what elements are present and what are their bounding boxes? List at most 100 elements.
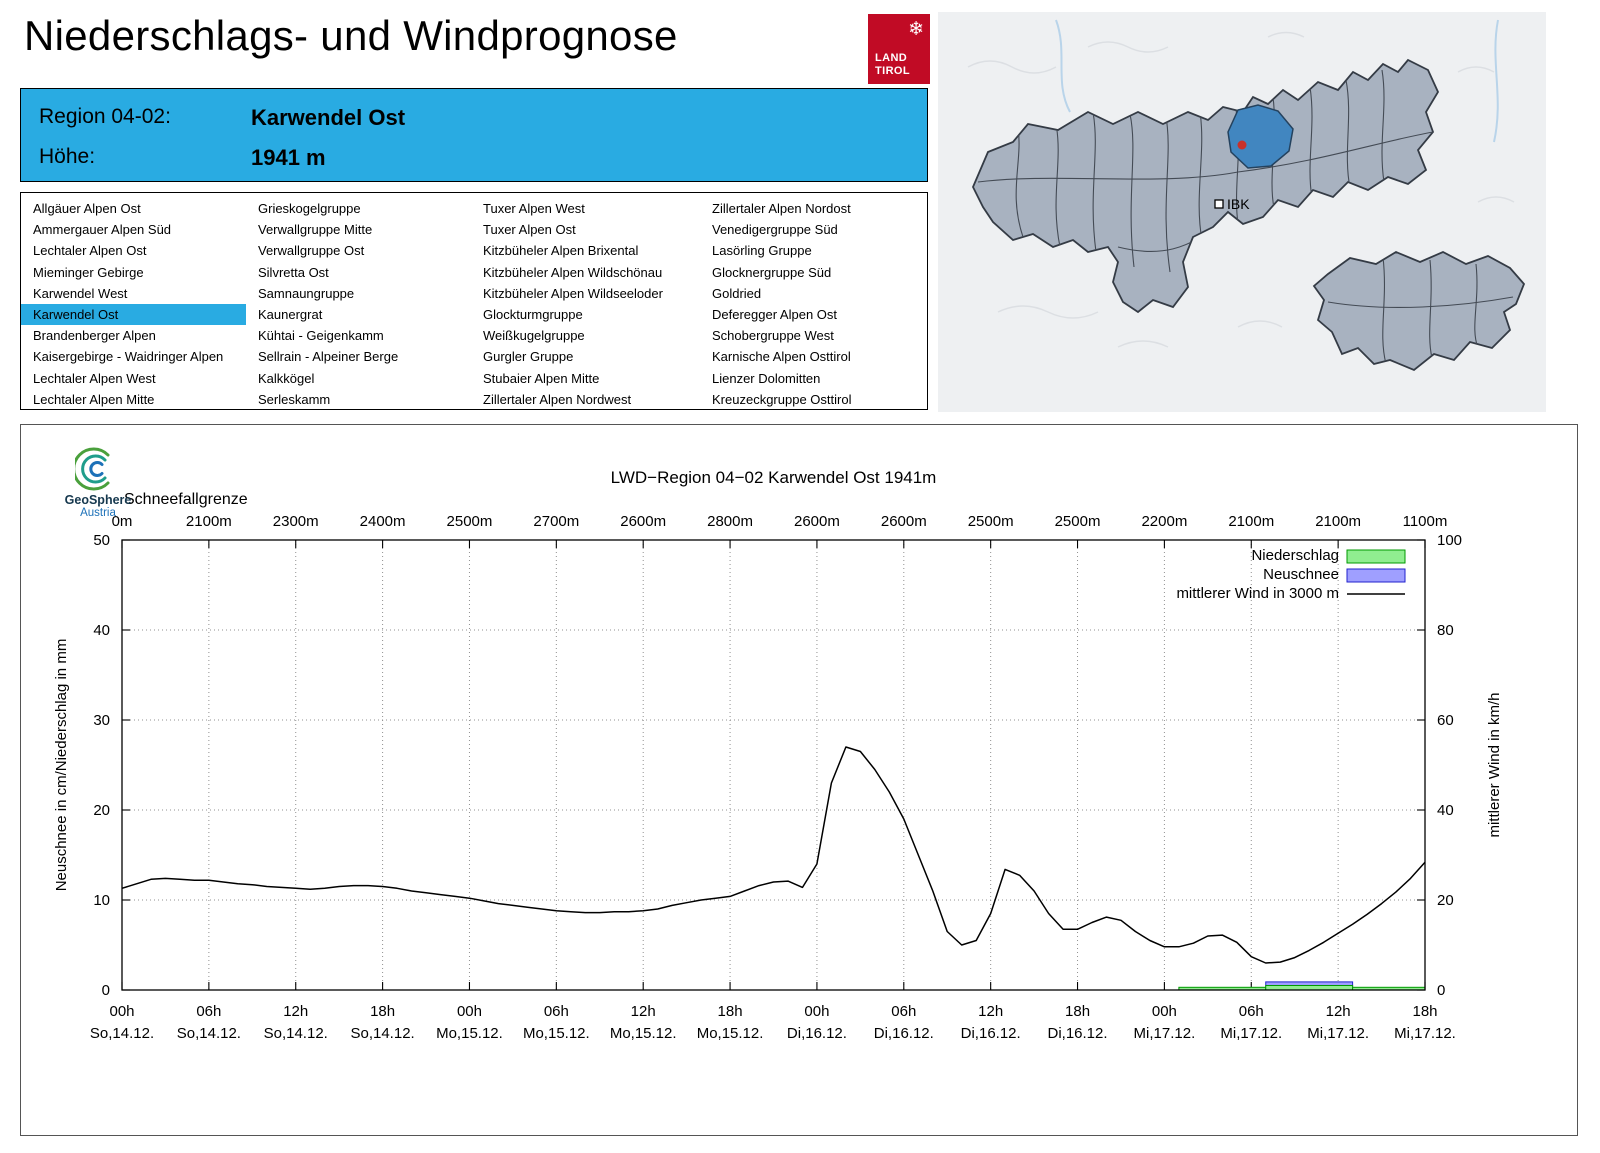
region-list-item[interactable]: Kühtai - Geigenkamm	[258, 328, 384, 344]
region-list-item[interactable]: Schobergruppe West	[712, 328, 834, 344]
svg-text:18h: 18h	[1065, 1003, 1090, 1020]
region-info-box: Region 04-02: Karwendel Ost Höhe: 1941 m	[20, 88, 928, 182]
region-list-item[interactable]: Lechtaler Alpen West	[33, 370, 156, 386]
page-title: Niederschlags- und Windprognose	[24, 12, 678, 59]
region-value: Karwendel Ost	[251, 105, 406, 130]
region-list-item[interactable]: Stubaier Alpen Mitte	[483, 370, 600, 386]
region-list-column: Grieskogelgruppe Verwallgruppe Mitte Verwa…	[246, 198, 471, 410]
svg-text:So,14.12.: So,14.12.	[90, 1025, 154, 1042]
region-list-item[interactable]: Glockturmgruppe	[483, 306, 583, 322]
region-list-item[interactable]: Lienzer Dolomitten	[712, 370, 821, 386]
svg-text:Niederschlag: Niederschlag	[1251, 547, 1339, 564]
svg-text:18h: 18h	[370, 1003, 395, 1020]
region-list-item[interactable]: Kitzbüheler Alpen Wildschönau	[483, 264, 663, 280]
region-list-item[interactable]: Kaunergrat	[258, 306, 323, 322]
region-list-item-selected[interactable]: Karwendel Ost	[21, 303, 246, 326]
svg-text:So,14.12.: So,14.12.	[350, 1025, 414, 1042]
svg-text:2800m: 2800m	[707, 513, 753, 530]
org-sub: Austria	[80, 507, 116, 519]
region-list-item[interactable]: Kalkkögel	[258, 370, 315, 386]
region-list-item[interactable]: Verwallgruppe Ost	[258, 243, 365, 259]
region-list-item[interactable]: Zillertaler Alpen Nordost	[712, 201, 851, 216]
region-list-item[interactable]: Brandenberger Alpen	[33, 328, 156, 344]
region-list-item[interactable]: Venedigergruppe Süd	[712, 222, 838, 238]
svg-text:Di,16.12.: Di,16.12.	[874, 1025, 934, 1042]
region-list-column: Zillertaler Alpen Nordost Venedigergruppe…	[700, 198, 927, 410]
land-tirol-logo-text: LAND TIROL	[875, 52, 924, 78]
region-list-item[interactable]: Deferegger Alpen Ost	[712, 306, 838, 322]
region-list-item[interactable]: Zillertaler Alpen Nordwest	[483, 391, 632, 407]
region-list-item[interactable]: Tuxer Alpen Ost	[483, 222, 576, 238]
svg-text:06h: 06h	[1239, 1003, 1264, 1020]
svg-text:LWD−Region 04−02 Karwendel Ost: LWD−Region 04−02 Karwendel Ost 1941m	[611, 468, 937, 487]
svg-text:30: 30	[93, 712, 110, 729]
svg-text:18h: 18h	[718, 1003, 743, 1020]
region-label: Region 04-02:	[39, 105, 171, 128]
city-marker-ibk	[1214, 199, 1224, 209]
geosphere-icon	[75, 447, 110, 491]
svg-text:Mo,15.12.: Mo,15.12.	[523, 1025, 590, 1042]
svg-text:Di,16.12.: Di,16.12.	[1048, 1025, 1108, 1042]
geosphere-logo: GeoSphere Austria	[52, 446, 144, 519]
region-list-item[interactable]: Kitzbüheler Alpen Wildseeloder	[483, 285, 663, 301]
region-list-item[interactable]: Silvretta Ost	[258, 264, 329, 280]
svg-text:Mi,17.12.: Mi,17.12.	[1220, 1025, 1282, 1042]
region-list-item[interactable]: Serleskamm	[258, 391, 331, 407]
tirol-map: IBK	[938, 12, 1546, 412]
svg-text:0: 0	[1437, 982, 1445, 999]
region-list-item[interactable]: Gurgler Gruppe	[483, 349, 574, 365]
svg-text:12h: 12h	[978, 1003, 1003, 1020]
region-list-item[interactable]: Karnische Alpen Osttirol	[712, 349, 851, 365]
region-list-item[interactable]: Lechtaler Alpen Mitte	[33, 391, 155, 407]
region-list-item[interactable]: Tuxer Alpen West	[483, 201, 585, 216]
svg-text:1100m: 1100m	[1403, 513, 1448, 530]
region-list-item[interactable]: Lasörling Gruppe	[712, 243, 812, 259]
logo-line-1: LAND	[875, 51, 908, 64]
map-region-north-tirol[interactable]	[972, 58, 1440, 314]
svg-text:80: 80	[1437, 622, 1454, 639]
map-region-east-tirol[interactable]	[1312, 250, 1526, 372]
region-list-item[interactable]: Weißkugelgruppe	[483, 328, 585, 344]
svg-text:2200m: 2200m	[1141, 513, 1187, 530]
station-dot	[1237, 140, 1247, 150]
svg-text:Neuschnee: Neuschnee	[1263, 566, 1339, 583]
svg-text:0m: 0m	[112, 513, 133, 530]
svg-text:00h: 00h	[457, 1003, 482, 1020]
snowflake-icon: ❄	[908, 19, 924, 40]
tirol-map-svg: IBK	[938, 12, 1546, 412]
elevation-value: 1941 m	[251, 145, 326, 170]
svg-text:Di,16.12.: Di,16.12.	[961, 1025, 1021, 1042]
region-list-item[interactable]: Lechtaler Alpen Ost	[33, 243, 147, 259]
region-list-item[interactable]: Ammergauer Alpen Süd	[33, 222, 172, 238]
region-list-item[interactable]: Allgäuer Alpen Ost	[33, 201, 141, 216]
region-list-item[interactable]: Kaisergebirge - Waidringer Alpen	[33, 349, 224, 365]
svg-text:mittlerer Wind in km/h: mittlerer Wind in km/h	[1486, 692, 1503, 837]
region-list-item[interactable]: Verwallgruppe Mitte	[258, 222, 373, 238]
map-region-selected[interactable]	[1227, 104, 1294, 169]
region-list-item[interactable]: Goldried	[712, 285, 762, 301]
region-list-item[interactable]: Karwendel West	[33, 285, 128, 301]
svg-text:2300m: 2300m	[273, 513, 319, 530]
map-relief-decoration	[967, 31, 1515, 348]
region-list-item[interactable]: Grieskogelgruppe	[258, 201, 361, 216]
svg-text:100: 100	[1437, 532, 1462, 549]
region-list-item[interactable]: Glocknergruppe Süd	[712, 264, 832, 280]
svg-text:12h: 12h	[283, 1003, 308, 1020]
svg-text:12h: 12h	[631, 1003, 656, 1020]
region-list-item[interactable]: Samnaungruppe	[258, 285, 355, 301]
region-list-item[interactable]: Kreuzeckgruppe Osttirol	[712, 391, 852, 407]
region-list-column: Allgäuer Alpen Ost Ammergauer Alpen Süd Le…	[21, 198, 246, 410]
map-district-borders-east	[1327, 256, 1514, 365]
svg-text:00h: 00h	[109, 1003, 134, 1020]
region-list-item[interactable]: Mieminger Gebirge	[33, 264, 144, 280]
svg-text:Mi,17.12.: Mi,17.12.	[1394, 1025, 1456, 1042]
svg-text:2600m: 2600m	[881, 513, 927, 530]
svg-text:06h: 06h	[196, 1003, 221, 1020]
svg-text:Di,16.12.: Di,16.12.	[787, 1025, 847, 1042]
region-list-item[interactable]: Sellrain - Alpeiner Berge	[258, 349, 399, 365]
svg-text:So,14.12.: So,14.12.	[177, 1025, 241, 1042]
svg-text:2600m: 2600m	[620, 513, 666, 530]
region-list-item[interactable]: Kitzbüheler Alpen Brixental	[483, 243, 639, 259]
svg-text:06h: 06h	[891, 1003, 916, 1020]
